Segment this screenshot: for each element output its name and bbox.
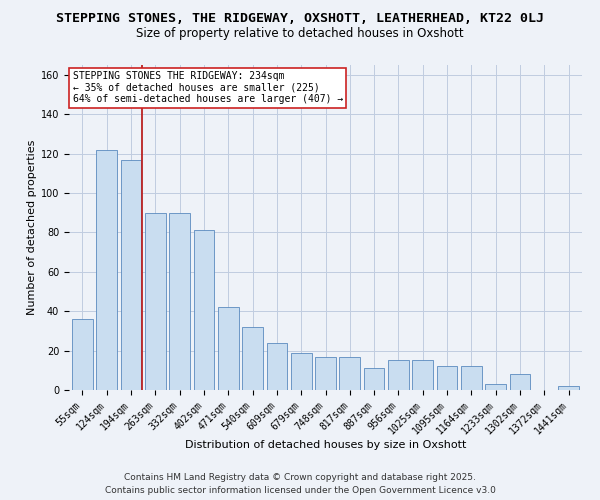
Bar (242, 327, 263, 390)
Bar (194, 230, 214, 390)
Y-axis label: Number of detached properties: Number of detached properties (26, 140, 37, 315)
Bar (461, 366, 482, 390)
Text: Size of property relative to detached houses in Oxshott: Size of property relative to detached ho… (136, 28, 464, 40)
Bar (412, 360, 433, 390)
Text: STEPPING STONES, THE RIDGEWAY, OXSHOTT, LEATHERHEAD, KT22 0LJ: STEPPING STONES, THE RIDGEWAY, OXSHOTT, … (56, 12, 544, 26)
Bar (266, 342, 287, 390)
Bar (437, 366, 457, 390)
Bar (558, 386, 579, 390)
Bar (145, 212, 166, 390)
Bar (97, 150, 117, 390)
Bar (340, 356, 360, 390)
Text: STEPPING STONES THE RIDGEWAY: 234sqm
← 35% of detached houses are smaller (225)
: STEPPING STONES THE RIDGEWAY: 234sqm ← 3… (73, 71, 343, 104)
Bar (121, 160, 142, 390)
X-axis label: Distribution of detached houses by size in Oxshott: Distribution of detached houses by size … (185, 440, 466, 450)
Bar (72, 319, 93, 390)
Bar (485, 384, 506, 390)
Bar (315, 356, 336, 390)
Text: Contains HM Land Registry data © Crown copyright and database right 2025.: Contains HM Land Registry data © Crown c… (124, 472, 476, 482)
Text: Contains public sector information licensed under the Open Government Licence v3: Contains public sector information licen… (104, 486, 496, 495)
Bar (169, 212, 190, 390)
Bar (291, 352, 311, 390)
Bar (218, 308, 239, 390)
Bar (509, 374, 530, 390)
Bar (364, 368, 385, 390)
Bar (388, 360, 409, 390)
